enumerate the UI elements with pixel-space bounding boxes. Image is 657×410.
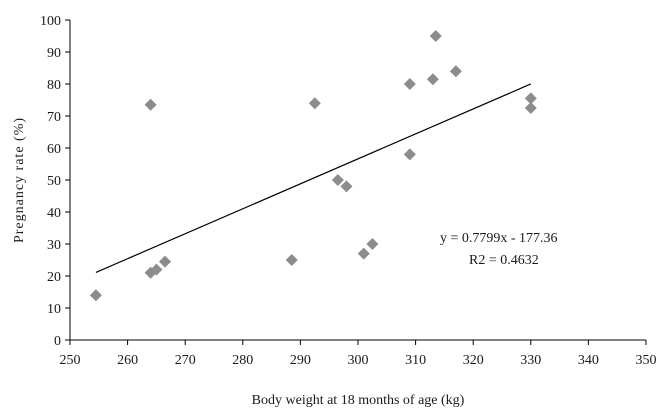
data-points bbox=[89, 30, 537, 302]
x-axis-ticks: 250 260 270 280 290 300 310 320 330 340 350 bbox=[60, 340, 657, 368]
data-point bbox=[449, 65, 462, 78]
data-point bbox=[89, 289, 102, 302]
y-tick-label: 0 bbox=[54, 334, 61, 349]
x-tick-label: 280 bbox=[232, 353, 253, 368]
data-point bbox=[403, 78, 416, 90]
y-axis-label: Pregnancy rate (%) bbox=[12, 117, 27, 243]
data-point bbox=[524, 92, 537, 105]
data-point bbox=[159, 255, 172, 268]
x-tick-label: 250 bbox=[60, 353, 81, 368]
y-axis-ticks: 0 10 20 30 40 50 60 70 80 90 100 bbox=[40, 14, 70, 349]
y-tick-label: 10 bbox=[47, 302, 61, 317]
y-tick-label: 30 bbox=[47, 238, 61, 253]
data-point bbox=[331, 174, 344, 186]
r-squared-label: R2 = 0.4632 bbox=[469, 253, 539, 268]
y-tick-label: 20 bbox=[47, 270, 61, 285]
x-tick-label: 320 bbox=[463, 353, 484, 368]
data-point bbox=[285, 254, 298, 266]
x-tick-label: 310 bbox=[405, 353, 426, 368]
y-tick-label: 100 bbox=[40, 14, 61, 29]
data-point bbox=[144, 98, 157, 111]
data-point bbox=[340, 180, 353, 193]
y-tick-label: 90 bbox=[47, 46, 61, 61]
trendline bbox=[95, 83, 532, 273]
x-tick-label: 340 bbox=[578, 353, 599, 368]
data-point bbox=[403, 148, 416, 161]
data-point bbox=[426, 73, 439, 86]
y-tick-label: 80 bbox=[47, 78, 61, 93]
y-tick-label: 50 bbox=[47, 174, 61, 189]
x-tick-label: 350 bbox=[636, 353, 657, 368]
data-point bbox=[524, 102, 537, 114]
data-point bbox=[429, 30, 442, 42]
data-point bbox=[366, 238, 379, 250]
y-tick-label: 60 bbox=[47, 142, 61, 157]
x-tick-label: 270 bbox=[175, 353, 196, 368]
x-axis-label: Body weight at 18 months of age (kg) bbox=[252, 393, 465, 408]
trendline-equation: y = 0.7799x - 177.36 bbox=[440, 231, 558, 246]
x-tick-label: 330 bbox=[520, 353, 541, 368]
x-tick-label: 260 bbox=[117, 353, 138, 368]
x-tick-label: 300 bbox=[348, 353, 369, 368]
data-point bbox=[150, 263, 163, 276]
x-tick-label: 290 bbox=[290, 353, 311, 368]
data-point bbox=[308, 97, 321, 110]
y-tick-label: 40 bbox=[47, 206, 61, 221]
y-tick-label: 70 bbox=[47, 110, 61, 125]
data-point bbox=[357, 247, 370, 260]
